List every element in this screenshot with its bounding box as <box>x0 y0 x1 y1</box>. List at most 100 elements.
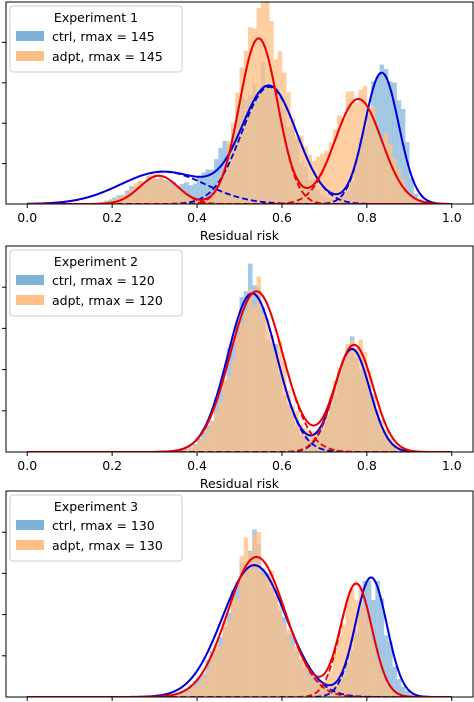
axes-frame <box>5 245 474 453</box>
hist-bar-adpt <box>175 187 181 204</box>
legend-swatch <box>16 275 44 285</box>
fit-ctrl-fit <box>27 292 452 452</box>
x-axis-label: Residual risk <box>200 476 280 491</box>
hist-bar-adpt <box>358 588 363 697</box>
hist-bar-adpt <box>197 682 202 697</box>
hist-bar-ctrl <box>214 159 219 204</box>
hist-bar-adpt <box>281 360 287 452</box>
hist-bar-adpt <box>328 670 334 697</box>
hist-bar-adpt <box>366 370 372 452</box>
hist-bar-adpt <box>362 352 368 452</box>
hist-bar-adpt <box>341 624 346 697</box>
hist-bar-adpt <box>375 132 380 204</box>
hist-bar-adpt <box>354 348 359 452</box>
legend-swatch <box>16 51 44 61</box>
hist-bar-adpt <box>239 556 245 697</box>
hist-bar-adpt <box>341 358 346 452</box>
legend-entry-label: ctrl, rmax = 145 <box>52 29 155 44</box>
hist-bar-adpt <box>379 143 385 204</box>
hist-bar-adpt <box>383 132 389 204</box>
hist-bar-adpt <box>264 319 270 452</box>
hist-bar-adpt <box>286 92 291 204</box>
hist-bar-adpt <box>388 688 393 697</box>
hist-bar-adpt <box>192 685 198 697</box>
hist-bar-adpt <box>315 681 321 697</box>
axes-frame <box>5 490 474 698</box>
hist-bar-adpt <box>184 449 189 452</box>
hist-bar-adpt <box>392 444 397 452</box>
x-axis-label: Residual risk <box>200 228 280 243</box>
plot-area <box>27 2 452 204</box>
hist-bar-adpt <box>222 169 228 204</box>
hist-bar-adpt <box>231 597 236 697</box>
chart-panel-2: 0.0 0.2 0.4 0.6 0.8 1.0 Residual risk Experimen… <box>2 245 474 491</box>
hist-bar-adpt <box>362 86 368 204</box>
hist-bar-adpt <box>345 91 351 204</box>
hist-bar-adpt <box>413 200 419 204</box>
x-tick-label: 0.0 <box>17 458 37 473</box>
fit-total-line <box>27 292 452 452</box>
hist-bar-adpt <box>366 112 372 204</box>
hist-bar-adpt <box>247 289 253 452</box>
hist-bar-adpt <box>222 380 228 452</box>
legend-swatch <box>16 31 44 41</box>
hist-bar-adpt <box>375 660 380 697</box>
hist-bar-adpt <box>150 173 155 204</box>
hist-bar-adpt <box>231 361 236 452</box>
hist-bar-adpt <box>320 682 325 697</box>
x-tick-label: 0.6 <box>272 210 292 225</box>
hist-bar-adpt <box>298 658 304 697</box>
hist-bar-adpt <box>371 106 376 204</box>
hist-bar-adpt <box>188 197 194 204</box>
legend-entry-label: adpt, rmax = 145 <box>52 49 163 64</box>
hist-bar-adpt <box>146 176 151 204</box>
hist-bar-adpt <box>307 154 312 204</box>
hist-bar-adpt <box>396 695 402 697</box>
hist-bar-ctrl <box>396 679 402 697</box>
hist-bar-adpt <box>214 411 219 452</box>
hist-bar-adpt <box>184 691 189 697</box>
hist-bar-adpt <box>298 135 304 204</box>
legend: Experiment 3 ctrl, rmax = 130 adpt, rmax =… <box>9 494 183 562</box>
legend-title: Experiment 1 <box>54 10 138 25</box>
legend-entry-label: adpt, rmax = 120 <box>52 293 163 308</box>
hist-bar-adpt <box>264 2 270 204</box>
x-tick-label: 0.4 <box>187 458 207 473</box>
hist-bar-adpt <box>243 311 249 452</box>
hist-bar-adpt <box>277 340 283 452</box>
hist-bar-adpt <box>205 669 211 697</box>
hist-bar-adpt <box>163 182 168 204</box>
hist-bar-ctrl <box>400 686 406 697</box>
hist-bar-ctrl <box>201 172 206 204</box>
legend-box <box>9 494 183 562</box>
hist-bar-adpt <box>392 692 397 697</box>
fit-adpt-fit <box>27 290 452 452</box>
hist-bar-adpt <box>205 198 211 204</box>
legend: Experiment 1 ctrl, rmax = 145 adpt, rmax =… <box>9 5 183 73</box>
hist-bar-adpt <box>231 122 236 204</box>
hist-bar-ctrl <box>175 692 181 697</box>
hist-bar-adpt <box>337 115 342 204</box>
hist-bar-adpt <box>298 423 304 452</box>
hist-bar-adpt <box>226 621 232 697</box>
legend-title: Experiment 3 <box>54 499 138 514</box>
hist-bar-adpt <box>290 118 295 204</box>
hist-bar-adpt <box>290 405 295 452</box>
hist-bar-adpt <box>273 352 279 452</box>
hist-bar-adpt <box>286 630 291 697</box>
hist-bar-adpt <box>303 428 308 452</box>
hist-bar-adpt <box>307 676 312 697</box>
hist-bar-adpt <box>239 67 245 204</box>
hist-bar-adpt <box>137 181 143 204</box>
hist-bar-adpt <box>324 679 329 697</box>
hist-bar-adpt <box>218 646 223 697</box>
histogram-adpt <box>175 276 410 452</box>
hist-bar-adpt <box>332 129 338 204</box>
hist-bar-adpt <box>269 335 274 452</box>
hist-bar-adpt <box>294 135 300 204</box>
hist-bar-adpt <box>281 622 287 697</box>
hist-bar-adpt <box>201 677 206 697</box>
hist-bar-adpt <box>294 646 300 697</box>
hist-bar-adpt <box>358 339 363 452</box>
hist-bar-adpt <box>341 118 346 204</box>
